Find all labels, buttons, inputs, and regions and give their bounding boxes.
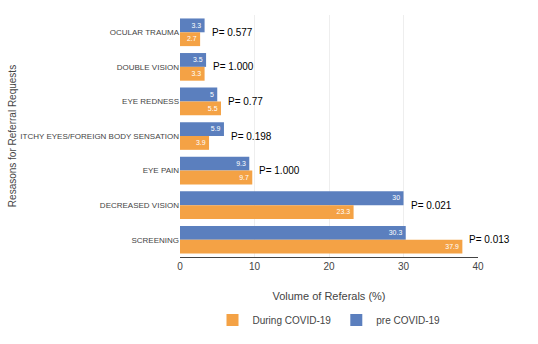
svg-text:10: 10 (249, 261, 261, 272)
svg-text:5.9: 5.9 (211, 125, 221, 132)
svg-text:20: 20 (323, 261, 335, 272)
svg-text:37.9: 37.9 (445, 243, 459, 250)
svg-text:EYE REDNESS: EYE REDNESS (122, 97, 179, 106)
svg-text:3.3: 3.3 (191, 22, 201, 29)
svg-text:30: 30 (392, 194, 400, 201)
svg-text:P= 0.577: P= 0.577 (212, 27, 253, 38)
svg-text:30: 30 (398, 261, 410, 272)
svg-text:9.7: 9.7 (239, 174, 249, 181)
svg-text:2.7: 2.7 (187, 35, 197, 42)
svg-text:0: 0 (177, 261, 183, 272)
svg-text:pre COVID-19: pre COVID-19 (376, 315, 440, 326)
svg-text:9.3: 9.3 (236, 160, 246, 167)
svg-text:During COVID-19: During COVID-19 (253, 315, 332, 326)
svg-text:Resasons for Referral Requests: Resasons for Referral Requests (7, 65, 18, 207)
svg-text:DECREASED VISION: DECREASED VISION (100, 201, 179, 210)
svg-text:OCULAR TRAUMA: OCULAR TRAUMA (110, 28, 180, 37)
svg-text:P= 0.198: P= 0.198 (231, 131, 272, 142)
svg-text:23.3: 23.3 (337, 208, 351, 215)
svg-text:30.3: 30.3 (389, 229, 403, 236)
svg-text:SCREENING: SCREENING (131, 236, 179, 245)
svg-text:EYE PAIN: EYE PAIN (143, 166, 180, 175)
svg-text:DOUBLE VISION: DOUBLE VISION (117, 63, 179, 72)
svg-text:5: 5 (210, 91, 214, 98)
svg-text:P= 1.000: P= 1.000 (213, 61, 254, 72)
svg-text:P= 1.000: P= 1.000 (259, 165, 300, 176)
svg-text:P= 0.77: P= 0.77 (228, 96, 263, 107)
svg-text:ITCHY EYES/FOREIGN BODY SENSAT: ITCHY EYES/FOREIGN BODY SENSATION (20, 132, 179, 141)
svg-text:5.5: 5.5 (208, 105, 218, 112)
svg-text:3.3: 3.3 (191, 70, 201, 77)
svg-text:Volume of Referals (%): Volume of Referals (%) (272, 290, 385, 302)
svg-text:3.5: 3.5 (193, 56, 203, 63)
svg-text:P= 0.013: P= 0.013 (469, 234, 510, 245)
svg-text:40: 40 (472, 261, 484, 272)
svg-text:P= 0.021: P= 0.021 (411, 200, 452, 211)
svg-text:3.9: 3.9 (196, 139, 206, 146)
